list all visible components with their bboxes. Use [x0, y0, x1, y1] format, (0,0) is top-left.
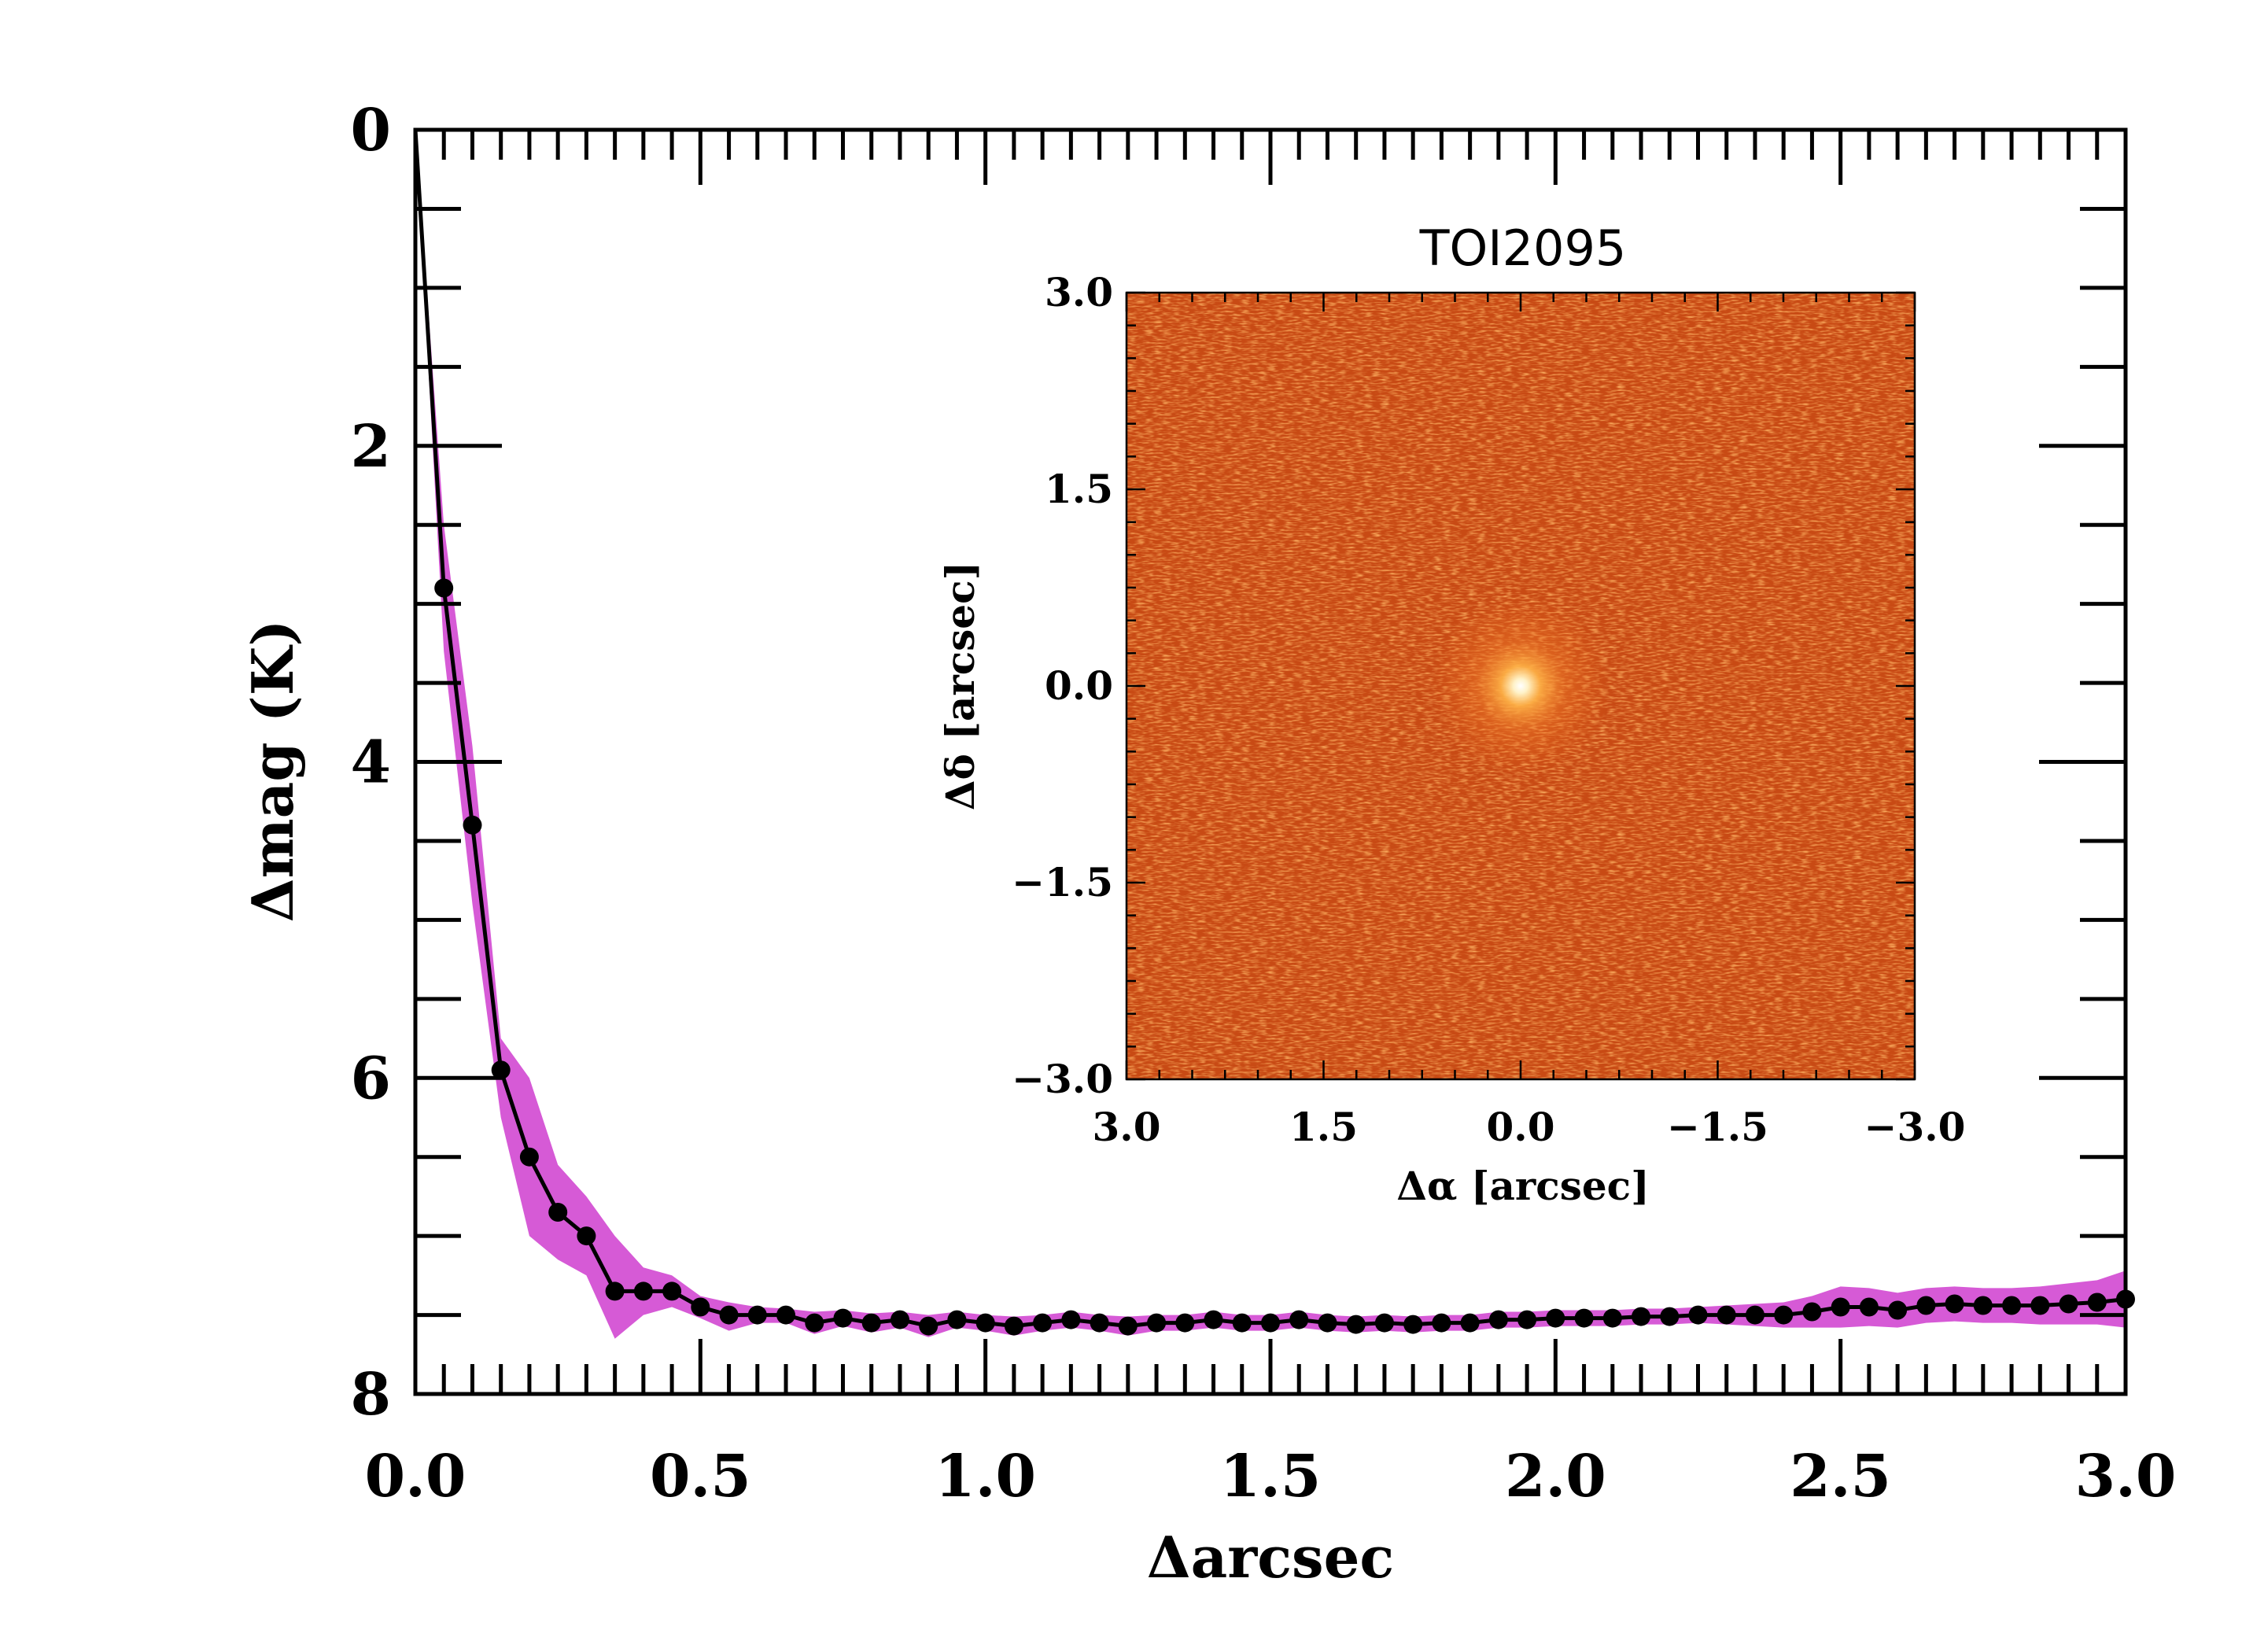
x-axis-title: Δarcsec	[1147, 1524, 1394, 1591]
inset-x-tick-label: −1.5	[1667, 1104, 1768, 1150]
data-point	[1746, 1305, 1764, 1325]
data-point	[1973, 1296, 1993, 1315]
data-point	[1574, 1308, 1594, 1328]
confidence-band	[415, 130, 2126, 1339]
data-point	[776, 1305, 795, 1325]
data-point	[1204, 1310, 1223, 1329]
data-point	[1432, 1313, 1451, 1333]
data-point	[1118, 1316, 1138, 1336]
x-tick-label: 1.0	[935, 1443, 1036, 1510]
data-point	[975, 1313, 995, 1333]
data-point	[1888, 1300, 1908, 1320]
data-point	[1460, 1313, 1480, 1333]
data-point	[1546, 1308, 1565, 1328]
y-axis-title: Δmag (K)	[239, 620, 306, 923]
data-point	[1261, 1313, 1280, 1333]
data-point	[1346, 1315, 1366, 1334]
main-plot-frame	[413, 127, 2128, 1396]
data-point	[519, 1147, 539, 1167]
inset-x-tick-label: 3.0	[1093, 1104, 1161, 1150]
data-point	[947, 1310, 967, 1329]
data-point	[1374, 1313, 1394, 1333]
inset-star-peak	[1430, 596, 1611, 776]
data-point	[2030, 1296, 2050, 1315]
data-point	[1688, 1305, 1708, 1325]
data-point	[1090, 1313, 1109, 1333]
inset-image-panel: 3.0 1.5 0.0 −1.5 −3.0 3.0 1.5 0.0 −1.5 −3.0 TOI2…	[937, 219, 1965, 1209]
data-point	[1632, 1307, 1650, 1326]
data-point	[1717, 1305, 1736, 1325]
y-tick-label: 2	[351, 413, 392, 481]
data-point	[548, 1203, 568, 1222]
data-point	[633, 1281, 653, 1301]
data-point	[1945, 1294, 1964, 1314]
inset-y-tick-label: 1.5	[1045, 466, 1113, 512]
data-point	[691, 1297, 710, 1317]
x-tick-label: 2.0	[1505, 1443, 1606, 1510]
inset-x-axis-title: Δα [arcsec]	[1396, 1163, 1650, 1209]
inset-y-tick-label: 0.0	[1045, 662, 1113, 709]
inset-y-tick-label: −1.5	[1012, 859, 1113, 905]
data-point	[1232, 1313, 1252, 1333]
data-point	[2059, 1294, 2078, 1314]
data-point	[605, 1281, 625, 1301]
data-point	[434, 578, 454, 598]
y-tick-label: 0	[351, 97, 392, 164]
data-point	[1403, 1315, 1423, 1334]
data-point	[1289, 1310, 1309, 1329]
inset-x-tick-label: −3.0	[1864, 1104, 1966, 1150]
contrast-curve-points	[434, 578, 2135, 1336]
data-point	[1602, 1308, 1622, 1328]
data-point	[1802, 1302, 1822, 1322]
x-tick-label: 0.5	[650, 1443, 751, 1510]
data-point	[919, 1316, 938, 1336]
data-point	[2087, 1292, 2107, 1312]
x-tick-label: 0.0	[365, 1443, 466, 1510]
data-point	[1660, 1307, 1680, 1326]
x-tick-label: 3.0	[2075, 1443, 2177, 1510]
main-x-tick-labels: 0.0 0.5 1.0 1.5 2.0 2.5 3.0	[365, 1443, 2177, 1510]
data-point	[491, 1060, 511, 1080]
data-point	[1859, 1297, 1879, 1317]
data-point	[1916, 1296, 1936, 1315]
data-point	[1831, 1297, 1850, 1317]
data-point	[577, 1226, 596, 1246]
data-point	[1061, 1310, 1081, 1329]
inset-axis-ticks	[1125, 291, 1916, 1081]
inset-y-tick-label: −3.0	[1012, 1056, 1113, 1102]
data-point	[1517, 1310, 1537, 1329]
data-point	[833, 1308, 853, 1328]
inset-frame	[1125, 291, 1916, 1081]
data-point	[719, 1305, 739, 1325]
data-point	[463, 815, 482, 835]
data-point	[891, 1310, 909, 1329]
inset-y-tick-label: 3.0	[1045, 269, 1113, 315]
x-tick-label: 2.5	[1790, 1443, 1891, 1510]
data-point	[2002, 1296, 2022, 1315]
x-tick-label: 1.5	[1220, 1443, 1322, 1510]
data-point	[1175, 1313, 1195, 1333]
y-tick-label: 6	[351, 1045, 392, 1112]
inset-title: TOI2095	[1419, 219, 1627, 277]
inset-x-tick-label: 1.5	[1289, 1104, 1358, 1150]
data-point	[861, 1313, 881, 1333]
inset-x-tick-label: 0.0	[1487, 1104, 1555, 1150]
y-tick-label: 4	[351, 729, 392, 797]
data-point	[1774, 1305, 1794, 1325]
y-tick-label: 8	[351, 1361, 392, 1429]
data-point	[1033, 1313, 1053, 1333]
data-point	[1147, 1313, 1167, 1333]
inset-y-tick-labels: 3.0 1.5 0.0 −1.5 −3.0	[1012, 269, 1113, 1102]
inset-y-axis-title: Δδ [arcsec]	[937, 562, 983, 810]
data-point	[805, 1313, 824, 1333]
main-plot: 0.0 0.5 1.0 1.5 2.0 2.5 3.0 0 2 4 6 8 Δarcsec Δmag…	[239, 97, 2176, 1591]
data-point	[1488, 1310, 1508, 1329]
data-point	[1004, 1316, 1023, 1336]
data-point	[747, 1305, 767, 1325]
data-point	[662, 1281, 682, 1301]
inset-x-tick-labels: 3.0 1.5 0.0 −1.5 −3.0	[1093, 1104, 1966, 1150]
data-point	[1318, 1313, 1337, 1333]
main-y-tick-labels: 0 2 4 6 8	[351, 97, 392, 1429]
